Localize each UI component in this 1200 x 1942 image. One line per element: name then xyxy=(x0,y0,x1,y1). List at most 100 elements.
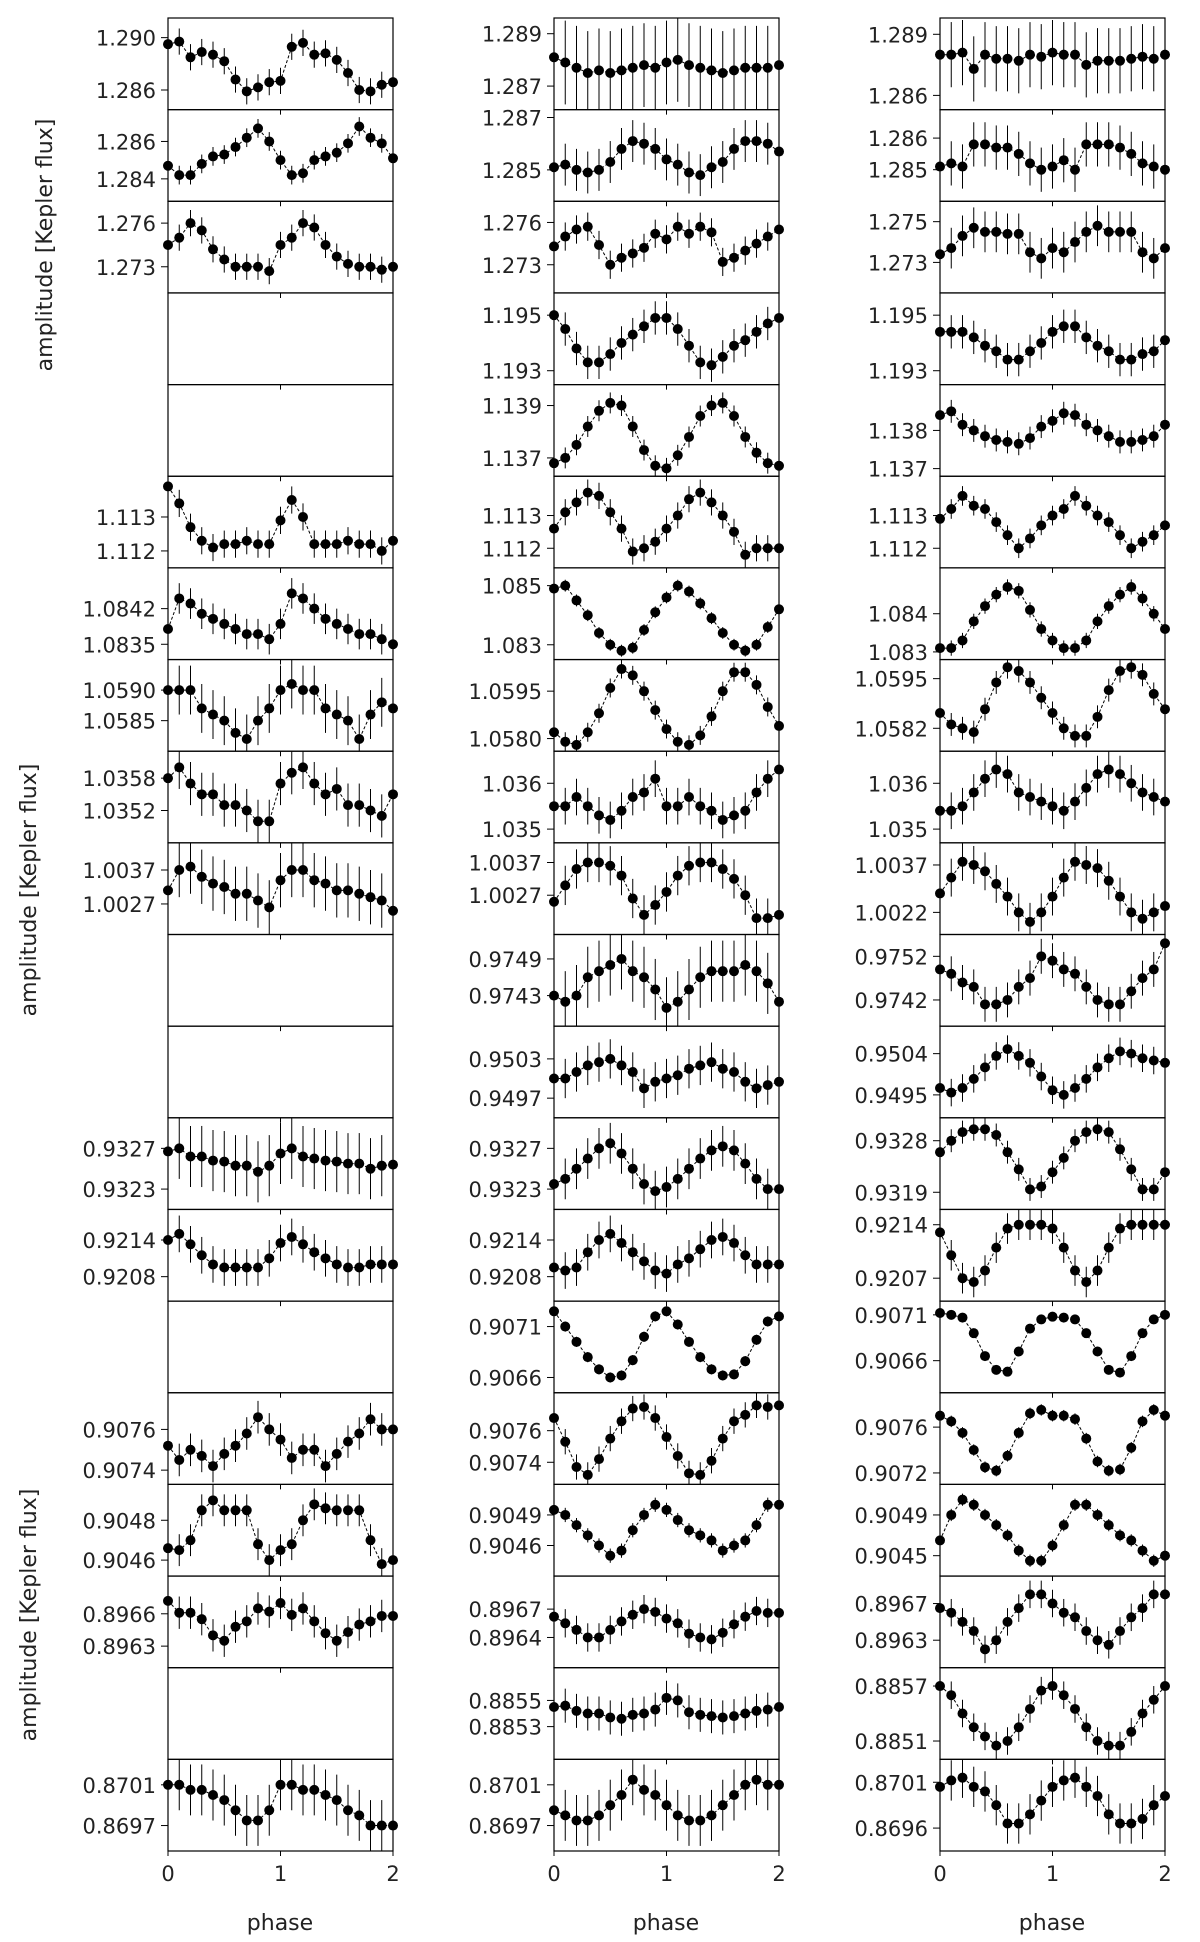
data-point xyxy=(549,727,559,738)
data-point xyxy=(354,539,365,550)
data-point xyxy=(695,1352,706,1363)
data-point xyxy=(582,1708,593,1719)
data-point xyxy=(639,972,649,983)
data-point xyxy=(991,1129,1002,1140)
x-tick-label: 2 xyxy=(772,1862,785,1886)
data-point xyxy=(571,164,582,175)
data-point xyxy=(208,878,218,889)
data-point xyxy=(1103,139,1114,150)
data-point xyxy=(286,678,297,689)
data-point xyxy=(196,1614,207,1625)
data-point xyxy=(751,326,762,337)
data-point xyxy=(264,136,275,147)
data-point xyxy=(174,1228,185,1239)
data-point xyxy=(560,159,571,170)
data-point xyxy=(1137,1708,1148,1719)
data-point xyxy=(275,685,286,696)
data-point xyxy=(1160,419,1170,430)
data-point xyxy=(968,859,979,870)
data-point xyxy=(331,1505,342,1516)
data-point xyxy=(1002,354,1013,365)
data-point xyxy=(1002,1366,1013,1377)
data-point xyxy=(1025,49,1035,60)
data-point xyxy=(1103,517,1114,528)
data-point xyxy=(616,1416,627,1427)
y-tick-label: 0.8857 xyxy=(855,1675,928,1699)
data-point xyxy=(627,1355,638,1366)
y-tick-label: 0.9071 xyxy=(469,1316,542,1340)
data-point xyxy=(1002,1616,1013,1627)
data-point xyxy=(331,1448,342,1459)
data-point xyxy=(661,886,672,897)
data-point xyxy=(774,1311,784,1322)
data-point xyxy=(343,1436,353,1447)
data-point xyxy=(582,1352,593,1363)
data-point xyxy=(695,1153,706,1164)
data-point xyxy=(264,1555,275,1566)
panel: 1.084 1.083 xyxy=(868,567,1170,665)
data-point xyxy=(1036,796,1047,807)
data-point xyxy=(1103,875,1114,886)
data-point xyxy=(331,147,342,158)
data-point xyxy=(365,892,376,903)
y-tick-label: 0.8966 xyxy=(83,1603,156,1627)
data-point xyxy=(219,1262,230,1273)
y-tick-label: 1.137 xyxy=(482,447,542,471)
panel: 1.0590 1.0585 xyxy=(83,658,398,757)
data-point xyxy=(560,452,571,463)
data-point xyxy=(1002,1450,1013,1461)
data-point xyxy=(331,1156,342,1167)
data-point xyxy=(627,893,638,904)
data-point xyxy=(343,67,353,78)
data-point xyxy=(1070,643,1080,654)
data-point xyxy=(1115,142,1125,153)
data-point xyxy=(740,960,751,971)
data-point xyxy=(762,231,773,242)
data-point xyxy=(594,1364,604,1375)
data-point xyxy=(695,1632,706,1643)
data-point xyxy=(1081,981,1092,992)
data-point xyxy=(185,778,196,789)
data-point xyxy=(740,136,751,147)
y-tick-label: 0.9208 xyxy=(83,1266,156,1290)
data-point xyxy=(1047,708,1058,719)
data-point xyxy=(695,1530,706,1541)
data-point xyxy=(946,1690,957,1701)
data-point xyxy=(1148,1404,1159,1415)
data-point xyxy=(354,85,365,96)
y-tick-label: 1.035 xyxy=(868,818,928,842)
y-tick-label: 1.273 xyxy=(482,254,542,278)
y-tick-label: 0.9072 xyxy=(855,1462,928,1486)
data-point xyxy=(1002,1530,1013,1541)
data-point xyxy=(1058,321,1069,332)
data-point xyxy=(571,739,582,750)
data-point xyxy=(241,1428,252,1439)
data-point xyxy=(695,487,706,498)
data-point xyxy=(991,1635,1002,1646)
data-point xyxy=(298,1603,308,1614)
y-tick-label: 1.085 xyxy=(482,575,542,599)
data-point xyxy=(717,1712,728,1723)
panel: 1.085 1.083 xyxy=(482,567,784,665)
data-point xyxy=(1036,1555,1047,1566)
data-point xyxy=(343,624,353,634)
data-point xyxy=(1002,1223,1013,1234)
data-point xyxy=(935,1535,945,1546)
y-tick-label: 1.083 xyxy=(868,641,928,665)
data-point xyxy=(253,261,263,272)
y-tick-label: 0.8851 xyxy=(855,1730,928,1754)
data-point xyxy=(661,1073,672,1084)
data-point xyxy=(298,1239,308,1250)
y-tick-label: 1.0585 xyxy=(83,710,156,734)
data-point xyxy=(717,627,728,638)
data-point xyxy=(275,1779,286,1790)
data-point xyxy=(946,1250,957,1261)
data-point xyxy=(208,244,218,255)
data-point xyxy=(309,539,320,550)
y-tick-label: 0.9214 xyxy=(469,1229,542,1253)
data-point xyxy=(241,733,252,744)
data-point xyxy=(706,805,717,816)
data-point xyxy=(1047,635,1058,646)
data-point xyxy=(639,60,649,71)
data-point xyxy=(320,151,331,162)
